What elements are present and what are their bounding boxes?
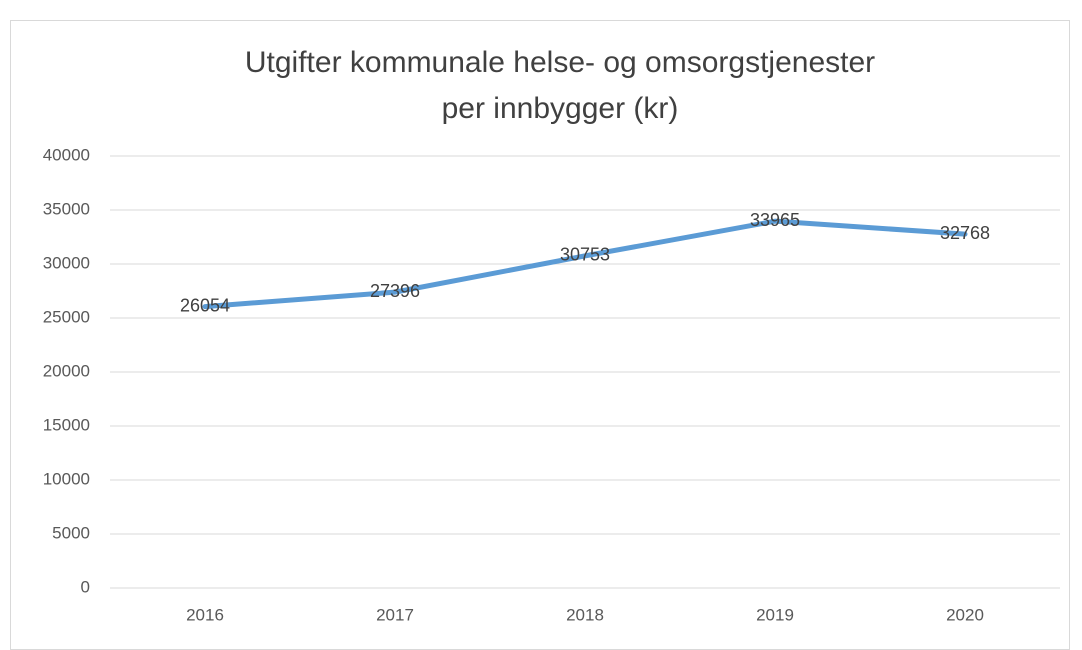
data-label: 32768 [940, 223, 990, 243]
y-tick-label: 10000 [43, 469, 90, 488]
x-tick-label: 2017 [376, 605, 414, 624]
x-tick-label: 2018 [566, 605, 604, 624]
data-label: 33965 [750, 210, 800, 230]
y-tick-label: 25000 [43, 307, 90, 326]
y-tick-label: 40000 [43, 145, 90, 164]
chart-title: Utgifter kommunale helse- og omsorgstjen… [244, 46, 876, 125]
series-line [202, 218, 968, 310]
data-label: 27396 [370, 281, 420, 301]
x-tick-label: 2019 [756, 605, 794, 624]
data-label: 30753 [560, 245, 610, 265]
x-tick-label: 2016 [186, 605, 224, 624]
y-tick-label: 5000 [52, 523, 90, 542]
data-label: 26054 [180, 295, 230, 315]
x-tick-label: 2020 [946, 605, 984, 624]
y-tick-label: 15000 [43, 415, 90, 434]
y-tick-label: 0 [81, 577, 90, 596]
y-tick-label: 20000 [43, 361, 90, 380]
y-tick-label: 35000 [43, 199, 90, 218]
y-tick-label: 30000 [43, 253, 90, 272]
